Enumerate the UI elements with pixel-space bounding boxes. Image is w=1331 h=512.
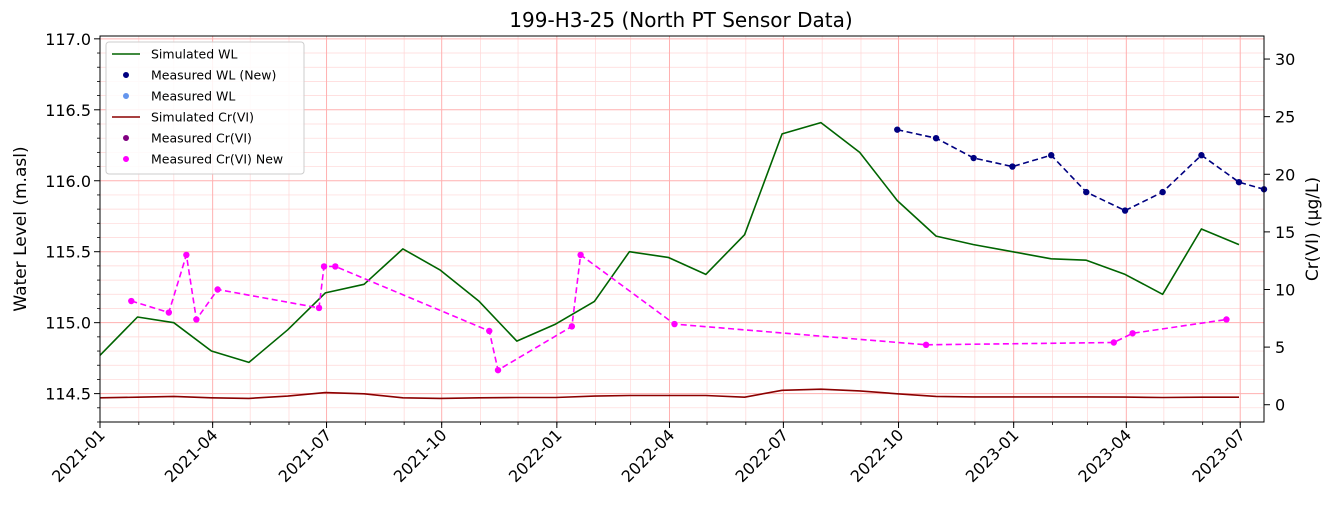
y-axis-label: Water Level (m.asl) xyxy=(11,146,31,311)
legend-swatch-marker xyxy=(123,135,129,141)
y2-tick-label: 15 xyxy=(1275,223,1295,242)
y-tick-label: 115.5 xyxy=(45,243,91,262)
point-measured-wl-new xyxy=(1198,152,1205,159)
legend-label: Simulated WL xyxy=(151,47,237,62)
point-measured-cr-vi-new xyxy=(214,286,221,293)
x-tick-label: 2022-10 xyxy=(847,425,908,486)
series-line-measured-cr-vi-new xyxy=(131,254,1227,371)
point-measured-cr-vi-new xyxy=(922,341,930,348)
x-tick-label: 2022-01 xyxy=(505,425,566,486)
legend-label: Measured WL (New) xyxy=(151,68,276,83)
series-line-simulated-wl xyxy=(99,121,1240,364)
y2-tick-label: 30 xyxy=(1275,50,1295,69)
plot-series xyxy=(99,121,1268,400)
legend-label: Measured WL xyxy=(151,89,235,104)
y-tick-label: 117.0 xyxy=(45,30,91,49)
x-tick-label: 2021-01 xyxy=(48,425,109,486)
point-measured-cr-vi-new xyxy=(128,297,135,305)
x-tick-label: 2023-01 xyxy=(962,425,1023,486)
point-measured-cr-vi-new xyxy=(193,316,200,323)
y-tick-label: 114.5 xyxy=(45,385,91,404)
point-measured-wl-new xyxy=(1121,207,1129,214)
point-measured-wl-new xyxy=(1048,152,1055,159)
y2-tick-label: 20 xyxy=(1275,165,1295,184)
x-tick-label: 2021-07 xyxy=(275,425,336,486)
point-measured-cr-vi-new xyxy=(486,327,493,335)
point-measured-wl-new xyxy=(970,154,977,162)
x-tick-label: 2022-07 xyxy=(731,425,792,486)
x-tick-label: 2023-04 xyxy=(1074,425,1135,486)
point-measured-cr-vi-new xyxy=(315,304,323,312)
series-line-measured-wl-new xyxy=(897,128,1265,212)
point-measured-cr-vi-new xyxy=(332,263,339,270)
y2-tick-label: 5 xyxy=(1275,338,1285,357)
y2-tick-label: 0 xyxy=(1275,396,1285,415)
point-measured-cr-vi-new xyxy=(320,263,328,270)
x-tick-label: 2022-04 xyxy=(618,425,679,486)
y-tick-label: 115.0 xyxy=(45,314,91,333)
legend-swatch-marker xyxy=(123,93,129,99)
series-line-simulated-cr-vi xyxy=(99,388,1239,400)
point-measured-cr-vi-new xyxy=(183,251,190,259)
x-tick-label: 2021-10 xyxy=(390,425,451,486)
legend-swatch-marker xyxy=(123,156,129,162)
legend-swatch-marker xyxy=(123,72,129,78)
point-measured-wl-new xyxy=(1083,188,1090,196)
legend-label: Measured Cr(VI) xyxy=(151,131,252,146)
y-tick-label: 116.0 xyxy=(45,172,91,191)
point-measured-wl-new xyxy=(1009,163,1016,170)
y-tick-label: 116.5 xyxy=(45,101,91,120)
plot-frame xyxy=(99,35,1265,423)
point-measured-cr-vi-new xyxy=(165,309,173,316)
y2-tick-label: 10 xyxy=(1275,280,1295,299)
y2-axis-label: Cr(VI) (µg/L) xyxy=(1303,177,1323,281)
point-measured-wl-new xyxy=(894,126,901,133)
legend-box xyxy=(105,41,305,175)
point-measured-wl-new xyxy=(1235,178,1243,186)
point-measured-cr-vi-new xyxy=(568,323,576,330)
legend: Simulated WL Measured WL (New) Measured WL… xyxy=(105,41,305,175)
point-measured-wl-new xyxy=(1159,188,1166,196)
point-measured-cr-vi-new xyxy=(1223,316,1230,323)
chart-title: 199-H3-25 (North PT Sensor Data) xyxy=(509,8,852,32)
point-measured-wl-new xyxy=(932,134,940,142)
point-measured-cr-vi-new xyxy=(577,251,584,259)
point-measured-cr-vi-new xyxy=(1129,330,1136,337)
legend-label: Measured Cr(VI) New xyxy=(151,152,283,167)
y2-tick-label: 25 xyxy=(1275,108,1295,127)
legend-label: Simulated Cr(VI) xyxy=(151,110,254,125)
point-measured-cr-vi-new xyxy=(1110,339,1118,346)
point-measured-cr-vi-new xyxy=(494,366,502,374)
point-measured-cr-vi-new xyxy=(671,320,678,328)
x-tick-label: 2021-04 xyxy=(161,425,222,486)
grid xyxy=(99,36,1264,423)
x-tick-label: 2023-07 xyxy=(1188,425,1249,486)
